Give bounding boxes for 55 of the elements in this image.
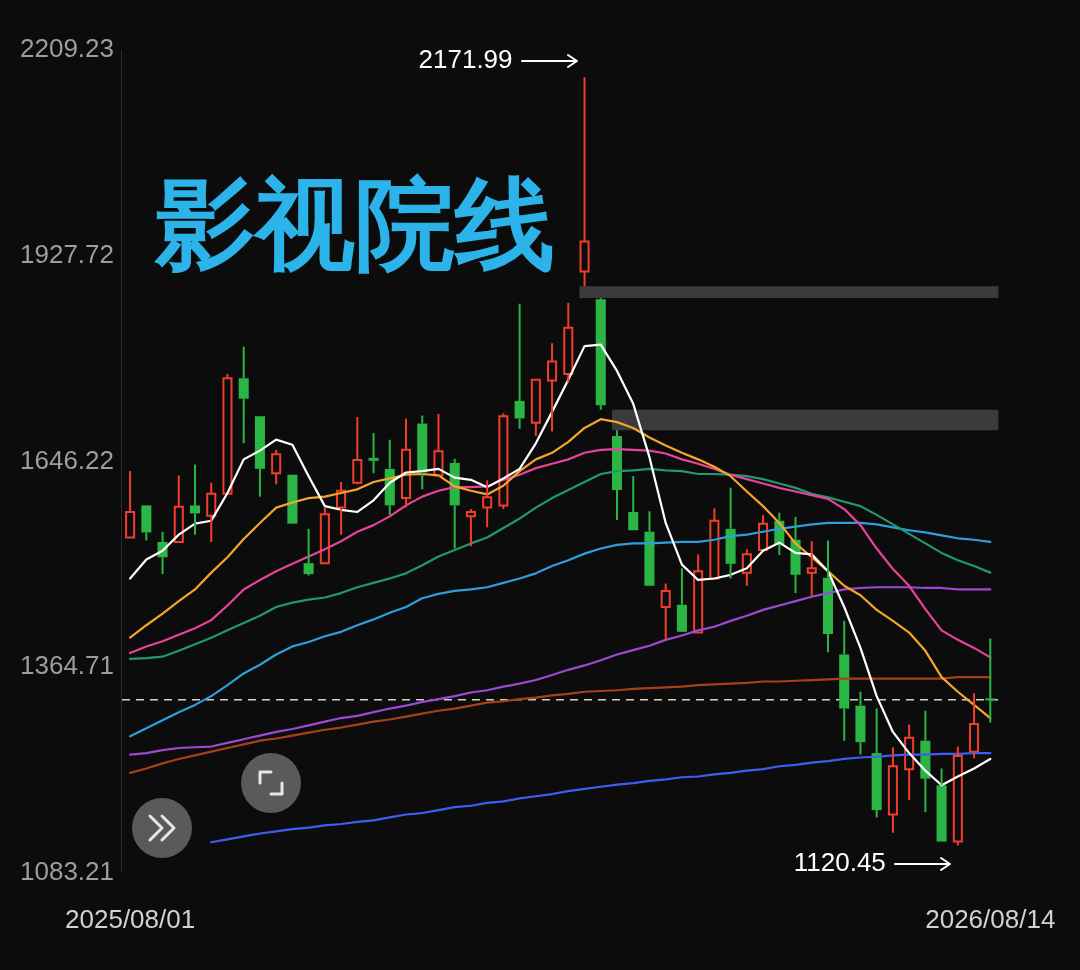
candlestick: [952, 745, 963, 847]
candlestick: [969, 692, 980, 760]
candlestick: [709, 507, 720, 580]
candlestick: [141, 505, 152, 542]
y-tick-label: 1927.72: [20, 238, 114, 269]
y-tick-label: 1646.22: [20, 444, 114, 475]
candlestick: [822, 539, 834, 654]
candlestick: [465, 508, 476, 548]
candlestick: [563, 302, 574, 384]
candlestick: [644, 510, 655, 586]
candlestick: [336, 481, 347, 536]
candlestick: [482, 479, 493, 529]
candlestick: [936, 767, 947, 842]
candlestick: [303, 527, 314, 575]
candlestick: [611, 429, 623, 522]
candlestick: [514, 302, 525, 430]
annotation: 2171.99: [418, 44, 513, 75]
candlestick: [985, 637, 996, 724]
candlestick: [855, 690, 866, 756]
candlestick: [547, 342, 558, 433]
candlestick: [758, 513, 769, 551]
candlestick: [693, 553, 704, 634]
candlestick: [660, 582, 671, 641]
candlestick: [433, 413, 444, 477]
y-tick-label: 2209.23: [20, 33, 114, 64]
candlestick: [806, 540, 817, 598]
candlestick: [352, 415, 363, 484]
candlestick: [839, 619, 850, 742]
x-tick-label: 2026/08/14: [925, 903, 1056, 934]
candlestick: [579, 76, 590, 288]
candlestick: [206, 481, 217, 543]
candlestick: [887, 746, 898, 834]
candlestick: [125, 470, 136, 539]
candlestick: [741, 548, 752, 587]
candlestick: [189, 463, 201, 536]
y-tick-label: 1364.71: [20, 650, 114, 681]
x-tick-label: 2025/08/01: [65, 903, 196, 934]
candlestick: [628, 475, 639, 531]
candlestick: [530, 378, 541, 437]
candlestick: [498, 412, 509, 511]
candlestick: [271, 448, 282, 486]
candlestick: [368, 432, 379, 475]
candlestick: [725, 486, 736, 580]
candlestick: [676, 567, 687, 632]
candlestick: [238, 345, 249, 445]
candlestick: [400, 417, 412, 509]
candlestick: [871, 707, 882, 819]
y-tick-label: 1083.21: [20, 855, 114, 886]
candlestick: [904, 723, 915, 801]
text: 影视院线: [154, 166, 555, 283]
candlestick: [173, 474, 184, 543]
candlestick: [319, 506, 330, 565]
annotation: 1120.45: [793, 846, 886, 877]
candlestick: [417, 414, 428, 491]
candlestick: [254, 416, 265, 498]
